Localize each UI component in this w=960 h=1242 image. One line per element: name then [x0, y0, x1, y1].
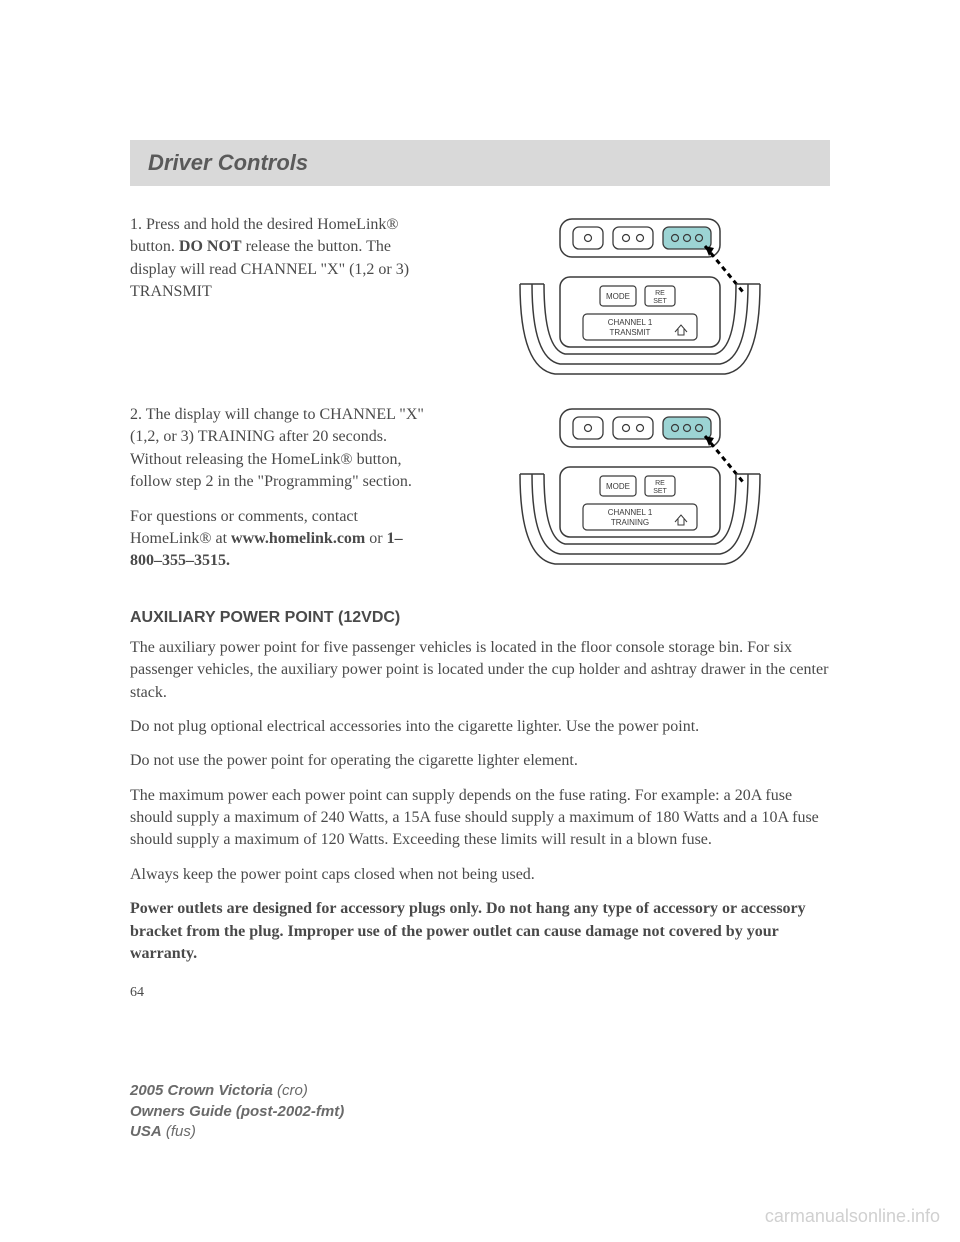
svg-text:RE: RE [655, 290, 665, 297]
watermark: carmanualsonline.info [765, 1206, 940, 1227]
section-title: Driver Controls [148, 150, 308, 175]
step1-text: 1. Press and hold the desired HomeLink® … [130, 214, 430, 384]
step1-row: 1. Press and hold the desired HomeLink® … [130, 214, 830, 384]
svg-text:TRAINING: TRAINING [611, 518, 649, 527]
homelink-training-diagram: MODE RE SET CHANNEL 1 TRAINING [505, 404, 775, 574]
aux-p3: Do not use the power point for operating… [130, 750, 830, 772]
aux-p5: Always keep the power point caps closed … [130, 864, 830, 886]
step1-diagram: MODE RE SET CHANNEL 1 TRANSMIT [450, 214, 830, 384]
step1-paragraph: 1. Press and hold the desired HomeLink® … [130, 214, 430, 304]
section-header: Driver Controls [130, 140, 830, 186]
svg-text:TRANSMIT: TRANSMIT [610, 328, 651, 337]
aux-heading: AUXILIARY POWER POINT (12VDC) [130, 609, 830, 627]
svg-text:RE: RE [655, 480, 665, 487]
footer-region: USA [130, 1123, 162, 1140]
footer-model: 2005 Crown Victoria [130, 1082, 273, 1099]
svg-text:SET: SET [653, 488, 667, 495]
svg-text:CHANNEL 1: CHANNEL 1 [608, 318, 653, 327]
aux-p2: Do not plug optional electrical accessor… [130, 716, 830, 738]
footer-code1: (cro) [277, 1082, 308, 1099]
page-number: 64 [130, 985, 830, 1001]
svg-text:MODE: MODE [606, 482, 630, 491]
step2-diagram: MODE RE SET CHANNEL 1 TRAINING [450, 404, 830, 585]
footer-line1: 2005 Crown Victoria (cro) [130, 1081, 344, 1101]
step2-row: 2. The display will change to CHANNEL "X… [130, 404, 830, 585]
svg-text:MODE: MODE [606, 292, 630, 301]
aux-p4: The maximum power each power point can s… [130, 785, 830, 852]
svg-text:SET: SET [653, 298, 667, 305]
step2-paragraph: 2. The display will change to CHANNEL "X… [130, 404, 430, 494]
step2-text: 2. The display will change to CHANNEL "X… [130, 404, 430, 585]
svg-text:CHANNEL 1: CHANNEL 1 [608, 508, 653, 517]
footer-code3: (fus) [166, 1123, 196, 1140]
footer: 2005 Crown Victoria (cro) Owners Guide (… [130, 1081, 344, 1142]
footer-line3: USA (fus) [130, 1122, 344, 1142]
homelink-transmit-diagram: MODE RE SET CHANNEL 1 TRANSMIT [505, 214, 775, 384]
aux-p6-warning: Power outlets are designed for accessory… [130, 898, 830, 965]
step2-contact: For questions or comments, contact HomeL… [130, 506, 430, 573]
aux-p1: The auxiliary power point for five passe… [130, 637, 830, 704]
footer-line2: Owners Guide (post-2002-fmt) [130, 1102, 344, 1122]
